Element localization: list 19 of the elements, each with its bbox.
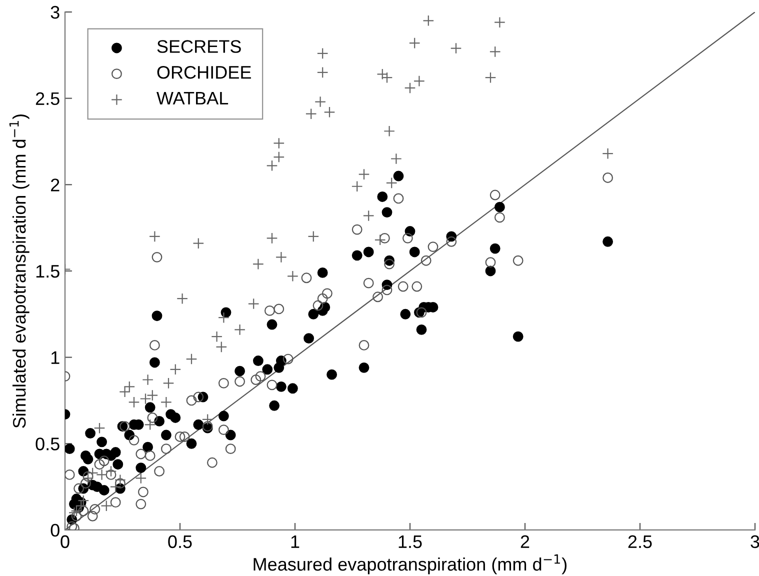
y-axis-title: Simulated evapotranspiration (mm d$^{−1}$) — [9, 114, 30, 428]
x-tick-label: 1 — [291, 535, 300, 548]
legend-label: WATBAL — [156, 92, 228, 104]
y-tick-label: 1.5 — [36, 265, 60, 278]
y-tick-label: 3 — [50, 6, 60, 19]
x-tick-label: 0.5 — [168, 535, 192, 548]
x-tick-label: 1.5 — [398, 535, 422, 548]
y-tick-label: 0.5 — [36, 438, 60, 450]
x-tick-label: 3 — [750, 535, 759, 548]
y-tick-label: 1 — [51, 351, 60, 364]
x-tick-label: 2 — [520, 535, 530, 548]
x-axis-title: Measured evapotranspiration (mm d$^{−1}$) — [254, 554, 566, 574]
x-tick-label: 0 — [60, 535, 70, 548]
legend-label: ORCHIDEE — [157, 66, 251, 79]
y-tick-label: 0 — [50, 524, 60, 537]
legend-label: SECRETS — [157, 40, 241, 53]
y-tick-label: 2 — [51, 178, 60, 192]
y-tick-label: 2.5 — [36, 92, 60, 106]
x-tick-label: 2.5 — [628, 535, 652, 548]
